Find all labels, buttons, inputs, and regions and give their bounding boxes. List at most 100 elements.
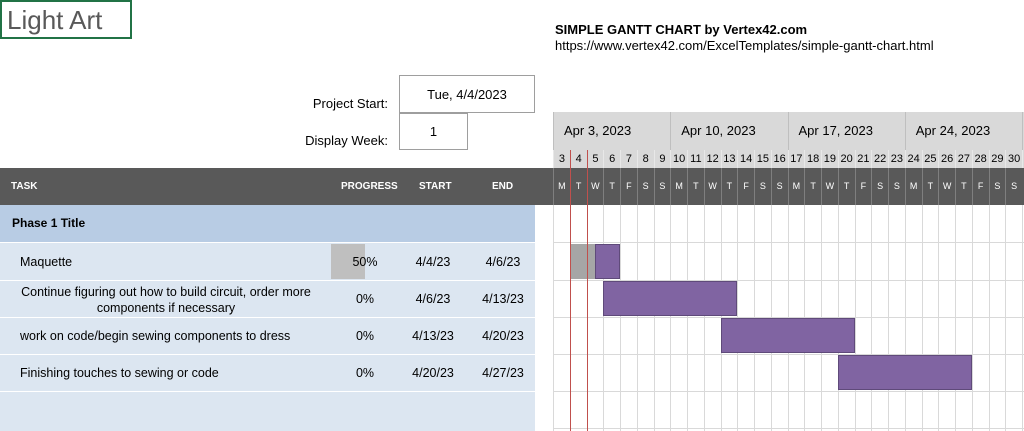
row-separator <box>0 242 535 243</box>
day-of-week: T <box>804 168 821 205</box>
grid-vline <box>871 205 873 431</box>
gantt-bar[interactable] <box>594 244 620 279</box>
task-end[interactable]: 4/6/23 <box>485 255 521 269</box>
day-number: 3 <box>553 150 570 168</box>
grid-vline <box>904 205 906 431</box>
task-start[interactable]: 4/4/23 <box>415 255 451 269</box>
day-of-week: T <box>955 168 972 205</box>
day-number: 10 <box>670 150 687 168</box>
progress-fill <box>331 244 365 279</box>
day-number: 4 <box>569 150 587 168</box>
gantt-link[interactable]: https://www.vertex42.com/ExcelTemplates/… <box>555 38 934 53</box>
day-of-week: S <box>888 168 905 205</box>
day-of-week: T <box>603 168 620 205</box>
day-number: 14 <box>737 150 754 168</box>
day-number: 9 <box>653 150 671 168</box>
day-of-week: M <box>670 168 687 205</box>
header-progress: PROGRESS <box>341 181 398 192</box>
gantt-bar[interactable] <box>603 281 738 316</box>
gantt-bar[interactable] <box>837 355 972 390</box>
week-label: Apr 24, 2023 <box>904 112 1022 150</box>
today-line <box>569 150 571 431</box>
week-label-overflow <box>1022 112 1024 150</box>
day-number: 30 <box>1005 150 1022 168</box>
day-of-week: S <box>871 168 888 205</box>
day-of-week: M <box>553 168 570 205</box>
task-name[interactable]: Finishing touches to sewing or code <box>20 366 219 380</box>
task-end[interactable]: 4/20/23 <box>482 329 524 343</box>
row-separator <box>0 317 535 318</box>
gantt-bar-progress <box>569 244 595 279</box>
grid-vline <box>653 205 655 431</box>
grid-vline <box>938 205 940 431</box>
task-name[interactable]: Continue figuring out how to build circu… <box>10 284 322 316</box>
day-of-week: M <box>904 168 922 205</box>
grid-vline <box>888 205 889 431</box>
task-start[interactable]: 4/20/23 <box>412 366 454 380</box>
day-number: 16 <box>770 150 788 168</box>
day-of-week: S <box>754 168 771 205</box>
day-number: 29 <box>988 150 1006 168</box>
grid-vline <box>955 205 956 431</box>
day-of-week: W <box>821 168 838 205</box>
project-start-input[interactable]: Tue, 4/4/2023 <box>399 75 535 113</box>
grid-vline <box>620 205 621 431</box>
task-progress[interactable]: 0% <box>355 329 375 343</box>
task-end[interactable]: 4/13/23 <box>482 292 524 306</box>
day-of-week: S <box>636 168 654 205</box>
display-week-label: Display Week: <box>305 133 388 148</box>
day-number: 12 <box>703 150 721 168</box>
grid-hline <box>553 428 1024 429</box>
gantt-title: SIMPLE GANTT CHART by Vertex42.com <box>555 22 808 37</box>
grid-vline <box>1022 205 1023 431</box>
display-week-input[interactable]: 1 <box>399 113 468 150</box>
gantt-bar[interactable] <box>720 318 855 353</box>
week-label: Apr 3, 2023 <box>553 112 671 150</box>
day-of-week: F <box>737 168 754 205</box>
grid-vline <box>971 205 973 431</box>
day-of-week: T <box>687 168 704 205</box>
day-number: 6 <box>603 150 620 168</box>
grid-vline <box>1005 205 1007 431</box>
day-of-week: T <box>921 168 939 205</box>
selected-cell-title[interactable]: Light Art <box>0 0 132 39</box>
task-progress[interactable]: 0% <box>355 366 375 380</box>
grid-hline <box>553 391 1024 392</box>
task-name[interactable]: Maquette <box>20 255 73 269</box>
day-number: 11 <box>687 150 704 168</box>
day-number: 17 <box>787 150 805 168</box>
day-number: 20 <box>837 150 855 168</box>
day-number: 27 <box>955 150 972 168</box>
day-of-week: S <box>1005 168 1022 205</box>
grid-hline <box>553 242 1024 243</box>
task-end[interactable]: 4/27/23 <box>482 366 524 380</box>
day-number: 19 <box>821 150 838 168</box>
today-line <box>586 150 588 431</box>
header-start: START <box>419 181 452 192</box>
day-of-week: W <box>703 168 721 205</box>
task-progress[interactable]: 0% <box>355 292 375 306</box>
week-label: Apr 10, 2023 <box>670 112 788 150</box>
day-number: 21 <box>854 150 872 168</box>
day-of-week: W <box>586 168 604 205</box>
phase-row[interactable]: Phase 1 Title <box>0 205 535 242</box>
grid-vline <box>670 205 672 431</box>
day-of-week: T <box>837 168 855 205</box>
task-start[interactable]: 4/6/23 <box>415 292 451 306</box>
day-of-week: F <box>620 168 637 205</box>
day-number: 7 <box>620 150 637 168</box>
day-of-week: F <box>854 168 872 205</box>
day-number: 26 <box>938 150 955 168</box>
day-number: 13 <box>720 150 738 168</box>
task-name[interactable]: work on code/begin sewing components to … <box>20 329 291 343</box>
day-of-week: S <box>653 168 671 205</box>
grid-hline <box>553 280 1024 281</box>
task-progress[interactable]: 50% <box>352 255 378 269</box>
grid-vline <box>687 205 688 431</box>
day-of-week: S <box>770 168 788 205</box>
day-of-week: M <box>787 168 805 205</box>
day-number: 25 <box>921 150 939 168</box>
task-start[interactable]: 4/13/23 <box>412 329 454 343</box>
header-end: END <box>492 181 514 192</box>
